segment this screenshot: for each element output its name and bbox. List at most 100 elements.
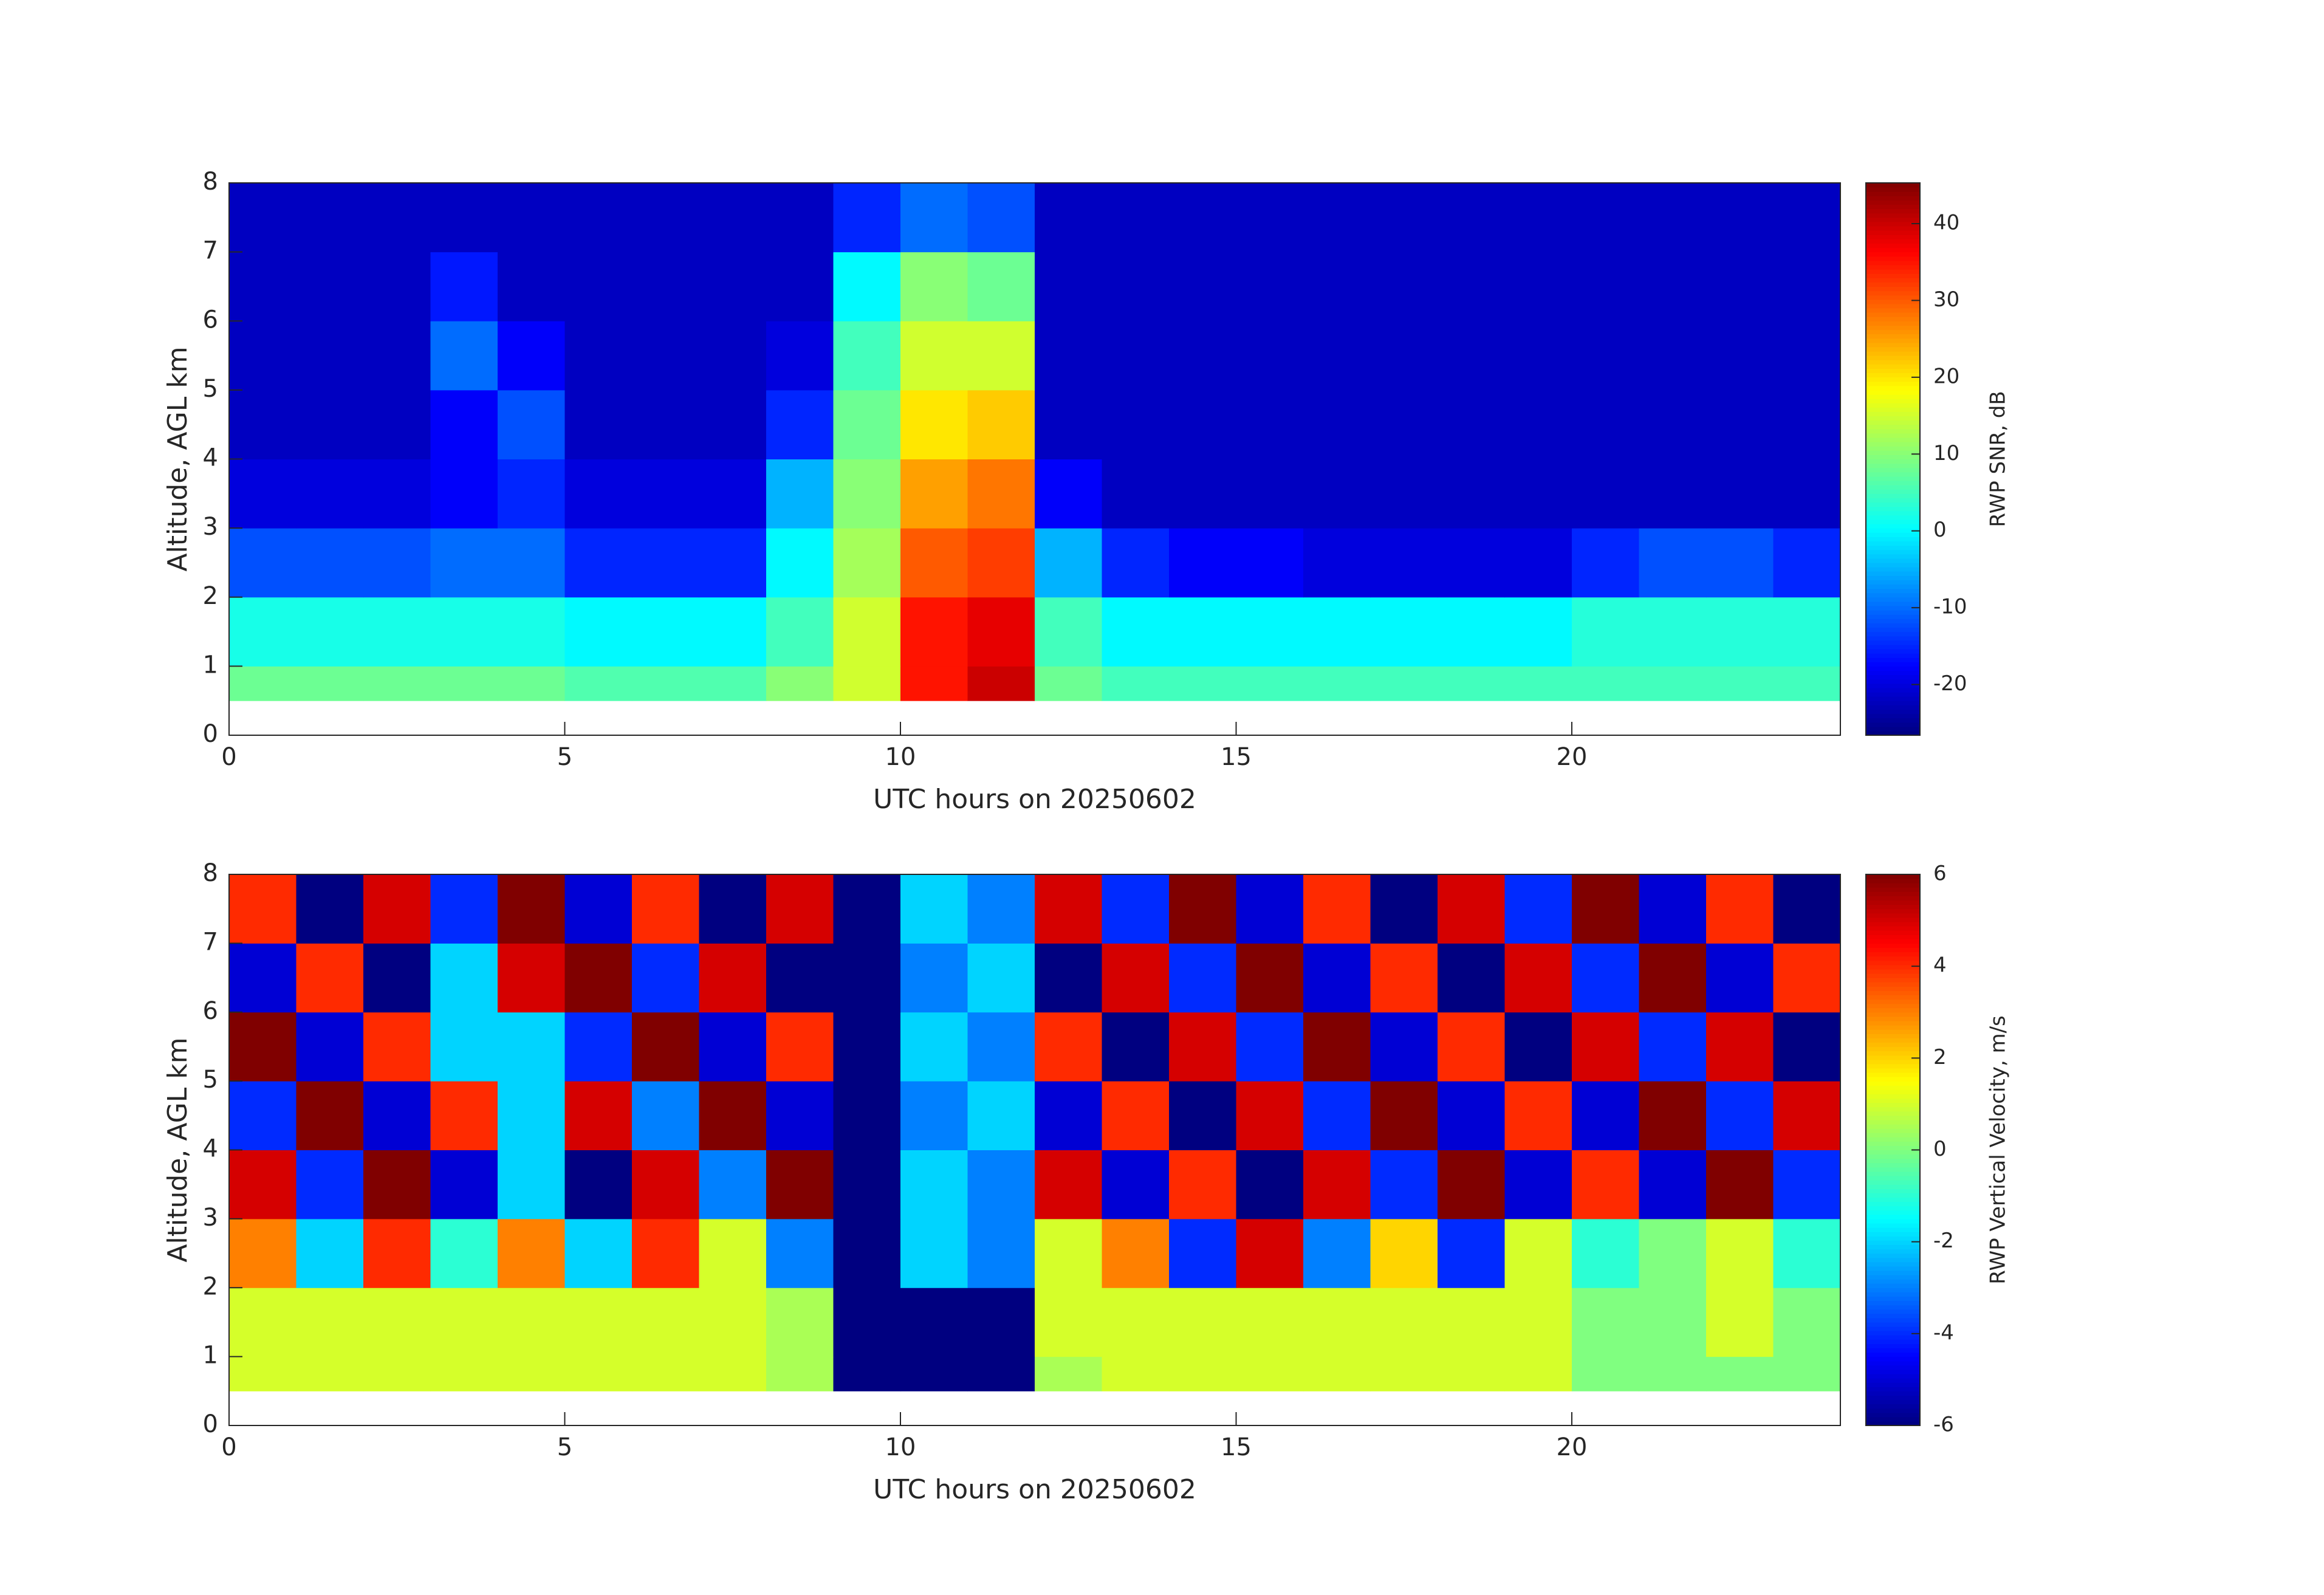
heat-cell	[699, 874, 767, 944]
heat-cell	[632, 1150, 699, 1219]
heat-cell	[1370, 1150, 1438, 1219]
heat-cell	[1504, 389, 1572, 459]
heat-cell	[1639, 874, 1707, 944]
heat-cell	[564, 1288, 632, 1357]
colorbar-strip	[1866, 1360, 1920, 1366]
colorbar-strip	[1866, 1167, 1920, 1172]
colorbar-strip	[1866, 1257, 1920, 1263]
colorbar-strip	[1866, 921, 1920, 927]
colorbar-tick-label: 4	[1933, 953, 1947, 978]
colorbar-strip	[1866, 592, 1920, 598]
colorbar-strip	[1866, 1322, 1920, 1327]
heat-cell	[1370, 1081, 1438, 1150]
colorbar-strip	[1866, 995, 1920, 1000]
heat-cell	[699, 389, 767, 459]
heat-cell	[1169, 943, 1236, 1013]
heat-cell	[1438, 321, 1505, 391]
heat-cell	[1639, 1081, 1707, 1150]
colorbar-strip	[1866, 683, 1920, 688]
heat-cell	[1438, 666, 1505, 701]
heat-cell	[1370, 1012, 1438, 1082]
heat-cell	[1504, 1356, 1572, 1391]
heat-cell	[1639, 252, 1707, 321]
heat-cell	[632, 1356, 699, 1391]
heat-cell	[833, 597, 901, 667]
heat-cell	[564, 321, 632, 391]
colorbar-strip	[1866, 334, 1920, 339]
heat-cell	[1438, 528, 1505, 598]
heat-cell	[498, 874, 565, 944]
colorbar-strip	[1866, 1270, 1920, 1275]
heat-cell	[632, 528, 699, 598]
heat-cell	[1303, 1081, 1371, 1150]
heat-cell	[1169, 666, 1236, 701]
colorbar-strip	[1866, 691, 1920, 697]
heat-cell	[900, 1288, 968, 1357]
heat-cell	[1303, 459, 1371, 529]
heat-cell	[1102, 1012, 1170, 1082]
heat-cell	[296, 459, 364, 529]
colorbar-strip	[1866, 472, 1920, 477]
heat-cell	[1035, 321, 1102, 391]
heat-cell	[430, 459, 498, 529]
heat-cell	[833, 874, 901, 944]
heat-cell	[498, 597, 565, 667]
colorbar-strip	[1866, 295, 1920, 300]
heat-cell	[1236, 1356, 1304, 1391]
heat-cell	[498, 1012, 565, 1082]
heat-cell	[766, 1012, 834, 1082]
heat-cell	[699, 1150, 767, 1219]
heat-cell	[1504, 252, 1572, 321]
colorbar-strip	[1866, 1382, 1920, 1387]
heat-cell	[498, 528, 565, 598]
heat-cell	[766, 874, 834, 944]
colorbar-strip	[1866, 1253, 1920, 1258]
heat-cell	[229, 597, 296, 667]
heat-cell	[1438, 1012, 1505, 1082]
heat-cell	[766, 321, 834, 391]
colorbar-strip	[1866, 360, 1920, 365]
colorbar-strip	[1866, 913, 1920, 918]
heat-cell	[1706, 321, 1774, 391]
heat-cell	[564, 666, 632, 701]
heat-cell	[430, 1218, 498, 1288]
heat-cell	[498, 1218, 565, 1288]
heat-cell	[967, 874, 1035, 944]
colorbar-strip	[1866, 1106, 1920, 1112]
heat-cell	[833, 1218, 901, 1288]
heat-cell	[430, 597, 498, 667]
colorbar-strip	[1866, 986, 1920, 991]
heat-cell	[766, 597, 834, 667]
heat-cell	[430, 389, 498, 459]
heat-cell	[766, 1150, 834, 1219]
colorbar-strip	[1866, 1227, 1920, 1232]
heat-cell	[229, 666, 296, 701]
heat-cell	[1706, 1218, 1774, 1288]
heat-cell	[1572, 1218, 1639, 1288]
colorbar-strip	[1866, 666, 1920, 671]
heat-cell	[564, 252, 632, 321]
heat-cell	[1370, 321, 1438, 391]
colorbar-strip	[1866, 247, 1920, 253]
heat-cell	[1572, 1356, 1639, 1391]
heat-cell	[1370, 1288, 1438, 1357]
heat-cell	[1035, 528, 1102, 598]
heat-cell	[1706, 1356, 1774, 1391]
heat-cell	[498, 389, 565, 459]
heat-cell	[1102, 597, 1170, 667]
colorbar-strip	[1866, 999, 1920, 1004]
heat-cell	[632, 1218, 699, 1288]
colorbar-strip	[1866, 644, 1920, 650]
x-tick-label: 0	[221, 1433, 236, 1461]
colorbar-strip	[1866, 662, 1920, 667]
heat-cell	[1773, 528, 1841, 598]
colorbar-strip	[1866, 1305, 1920, 1310]
heat-cell	[229, 321, 296, 391]
heat-cell	[498, 1356, 565, 1391]
heat-cell	[1773, 1081, 1841, 1150]
heat-cell	[1035, 183, 1102, 253]
heat-cell	[1504, 321, 1572, 391]
colorbar-strip	[1866, 939, 1920, 944]
heat-cell	[1236, 1150, 1304, 1219]
colorbar-strip	[1866, 709, 1920, 715]
